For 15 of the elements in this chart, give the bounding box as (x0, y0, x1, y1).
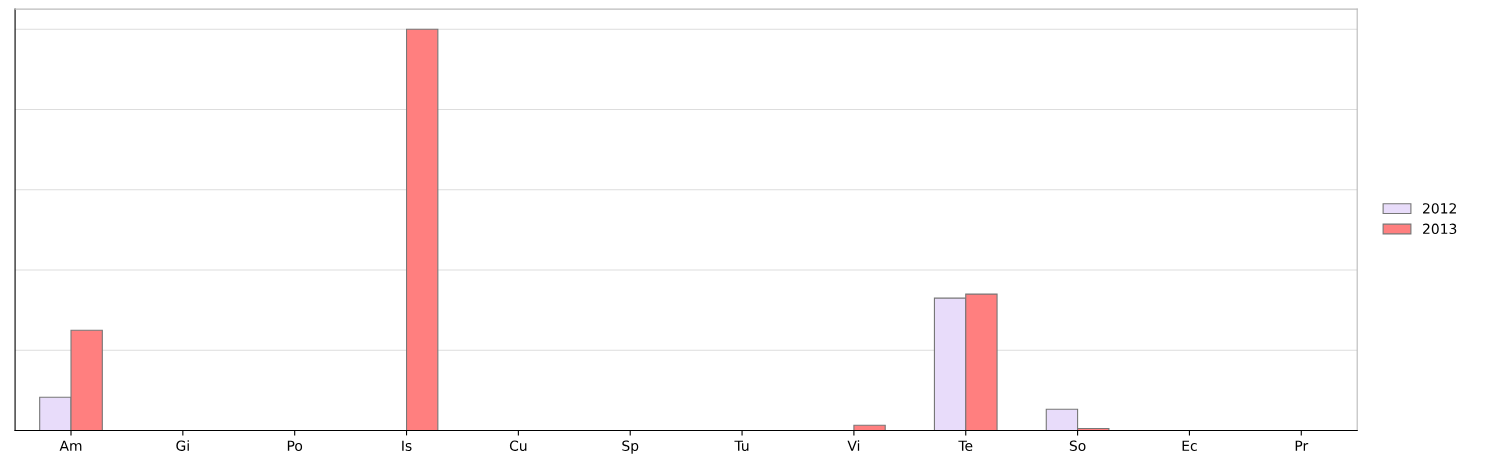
x-tick-label: Tu (734, 440, 749, 451)
x-tick-label: Am (59, 440, 82, 451)
x-tick-label: Po (287, 440, 303, 451)
x-tick-label: Te (958, 440, 973, 451)
bar (405, 28, 439, 431)
legend-label: 2013 (1423, 223, 1457, 235)
x-tick-label: Sp (622, 440, 639, 454)
x-tick-label: Ec (1182, 440, 1197, 451)
x-tick-label: Is (402, 440, 412, 451)
legend-label: 2012 (1423, 203, 1456, 214)
x-tick-label: Pr (1295, 440, 1309, 451)
x-tick-label: Cu (509, 440, 527, 451)
x-tick-label: Vi (847, 440, 860, 451)
x-tick-label: So (1069, 440, 1086, 451)
x-tick-label: Gi (176, 440, 189, 451)
